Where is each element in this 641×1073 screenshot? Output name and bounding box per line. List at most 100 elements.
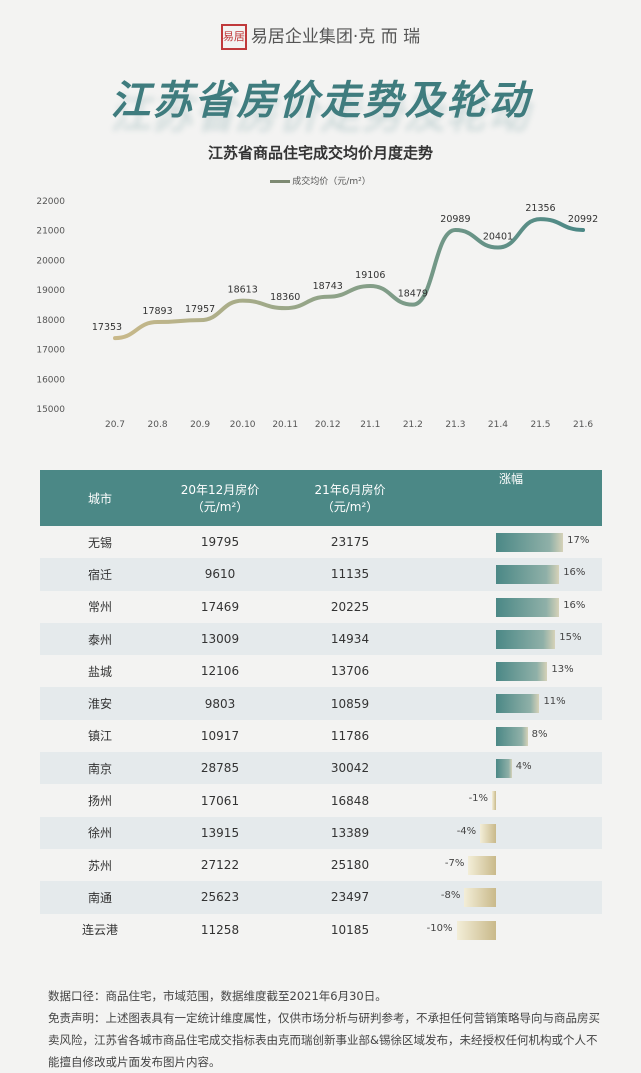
change-cell: 16% (420, 591, 602, 623)
data-label: 17353 (92, 322, 122, 333)
change-cell: -8% (420, 881, 602, 913)
table-cell: 11786 (330, 728, 370, 743)
data-label: 17893 (142, 306, 172, 317)
y-tick-label: 22000 (36, 197, 65, 207)
table-header: 城市 20年12月房价 （元/m²） 21年6月房价 （元/m²） 涨幅 (40, 470, 602, 526)
change-cell: -7% (420, 849, 602, 881)
column-header: 21年6月房价 （元/m²） (314, 483, 386, 514)
table-cell: 苏州 (87, 858, 112, 873)
table-cell: 11258 (200, 922, 240, 937)
change-cell: 11% (420, 687, 602, 719)
x-tick-label: 21.3 (445, 420, 465, 430)
change-label: 4% (515, 761, 532, 773)
change-label: 17% (567, 535, 590, 546)
change-label: 11% (543, 696, 566, 708)
legend-label: 成交均价（元/m²） (292, 177, 371, 187)
change-label: -8% (440, 890, 461, 902)
change-label: 15% (559, 631, 582, 643)
table-cell: 11135 (330, 567, 370, 582)
table-row: 连云港 11258 10185 -10% (40, 914, 602, 946)
change-bar (468, 855, 496, 875)
table-cell: 9610 (204, 567, 236, 582)
table-cell: 淮安 (87, 697, 112, 712)
data-label: 20401 (483, 232, 513, 243)
chart-legend: 成交均价（元/m²） (0, 174, 641, 187)
table-cell: 14934 (330, 632, 370, 647)
change-bar (496, 565, 560, 585)
table-cell: 13389 (330, 825, 370, 840)
notes: 数据口径：商品住宅，市域范围，数据维度截至2021年6月30日。 免责声明：上述… (48, 985, 608, 1073)
change-label: 8% (531, 728, 548, 740)
brand-name: 易居企业集团·克 而 瑞 (250, 27, 421, 47)
change-cell: 4% (420, 752, 602, 784)
table-cell: 9803 (204, 696, 236, 711)
y-tick-label: 15000 (36, 405, 65, 415)
change-cell: 13% (420, 655, 602, 687)
data-label: 18743 (313, 281, 343, 292)
change-label: -4% (456, 825, 477, 837)
change-label: 13% (551, 664, 574, 676)
table-cell: 23497 (330, 890, 370, 905)
data-label: 20989 (440, 214, 470, 225)
table-cell: 无锡 (87, 535, 112, 550)
table-cell: 镇江 (87, 729, 112, 744)
table-cell: 10185 (330, 922, 370, 937)
change-label: 16% (563, 599, 586, 611)
data-label: 17957 (185, 304, 215, 315)
change-bar (496, 662, 548, 682)
column-header: 20年12月房价 （元/m²） (180, 483, 260, 514)
table-cell: 20225 (330, 599, 370, 614)
data-label: 19106 (355, 270, 385, 281)
table-cell: 连云港 (81, 923, 118, 938)
table-cell: 13706 (330, 664, 370, 679)
y-tick-label: 16000 (36, 375, 65, 385)
change-bar (456, 920, 496, 940)
brand-header: 易居 易居企业集团·克 而 瑞 (0, 22, 641, 50)
change-bar (496, 726, 528, 746)
table-cell: 南通 (87, 890, 112, 905)
table-row: 苏州 27122 25180 -7% (40, 849, 602, 881)
table-row: 南京 28785 30042 4% (40, 752, 602, 785)
x-tick-label: 21.6 (573, 420, 593, 430)
y-tick-label: 21000 (36, 227, 65, 237)
table-row: 盐城 12106 13706 13% (40, 655, 602, 687)
x-tick-label: 21.5 (530, 420, 550, 430)
change-cell: -1% (420, 784, 602, 816)
data-label: 18360 (270, 292, 300, 303)
data-scope-note: 数据口径：商品住宅，市域范围，数据维度截至2021年6月30日。 (48, 989, 387, 1003)
table-cell: 13009 (200, 632, 240, 647)
table-cell: 10917 (200, 728, 240, 743)
column-header: 涨幅 (498, 472, 523, 486)
table-row: 镇江 10917 11786 8% (40, 720, 602, 752)
table-cell: 13915 (200, 825, 240, 840)
table-cell: 27122 (200, 858, 240, 873)
chart-title: 江苏省商品住宅成交均价月度走势 (207, 144, 433, 162)
table-cell: 17469 (200, 599, 240, 614)
price-table: 城市 20年12月房价 （元/m²） 21年6月房价 （元/m²） 涨幅 无锡 1979… (40, 470, 602, 946)
logo-seal: 易居 (220, 24, 247, 50)
y-tick-label: 18000 (36, 316, 65, 326)
change-bar (464, 888, 496, 908)
change-cell: 17% (420, 526, 602, 558)
x-tick-label: 20.7 (105, 420, 125, 430)
table-row: 常州 17469 20225 16% (40, 591, 602, 623)
x-tick-label: 20.10 (230, 420, 256, 430)
change-bar (496, 629, 556, 649)
change-bar (496, 694, 540, 714)
change-bar (496, 597, 560, 617)
line-chart: 15000 16000 17000 18000 19000 20000 21000 22000… (36, 197, 598, 430)
data-label: 21356 (525, 203, 555, 214)
change-cell: 15% (420, 623, 602, 655)
x-tick-label: 20.11 (272, 420, 298, 430)
y-tick-label: 17000 (36, 346, 65, 356)
table-cell: 徐州 (87, 826, 112, 841)
change-label: 16% (563, 567, 586, 579)
change-label: -1% (468, 793, 489, 805)
y-tick-label: 20000 (36, 256, 65, 266)
table-row: 淮安 9803 10859 11% (40, 687, 602, 720)
change-cell: -4% (420, 817, 602, 849)
change-bar (496, 759, 512, 779)
table-row: 泰州 13009 14934 15% (40, 622, 602, 656)
series-line (113, 217, 586, 341)
legend-swatch (270, 180, 291, 183)
